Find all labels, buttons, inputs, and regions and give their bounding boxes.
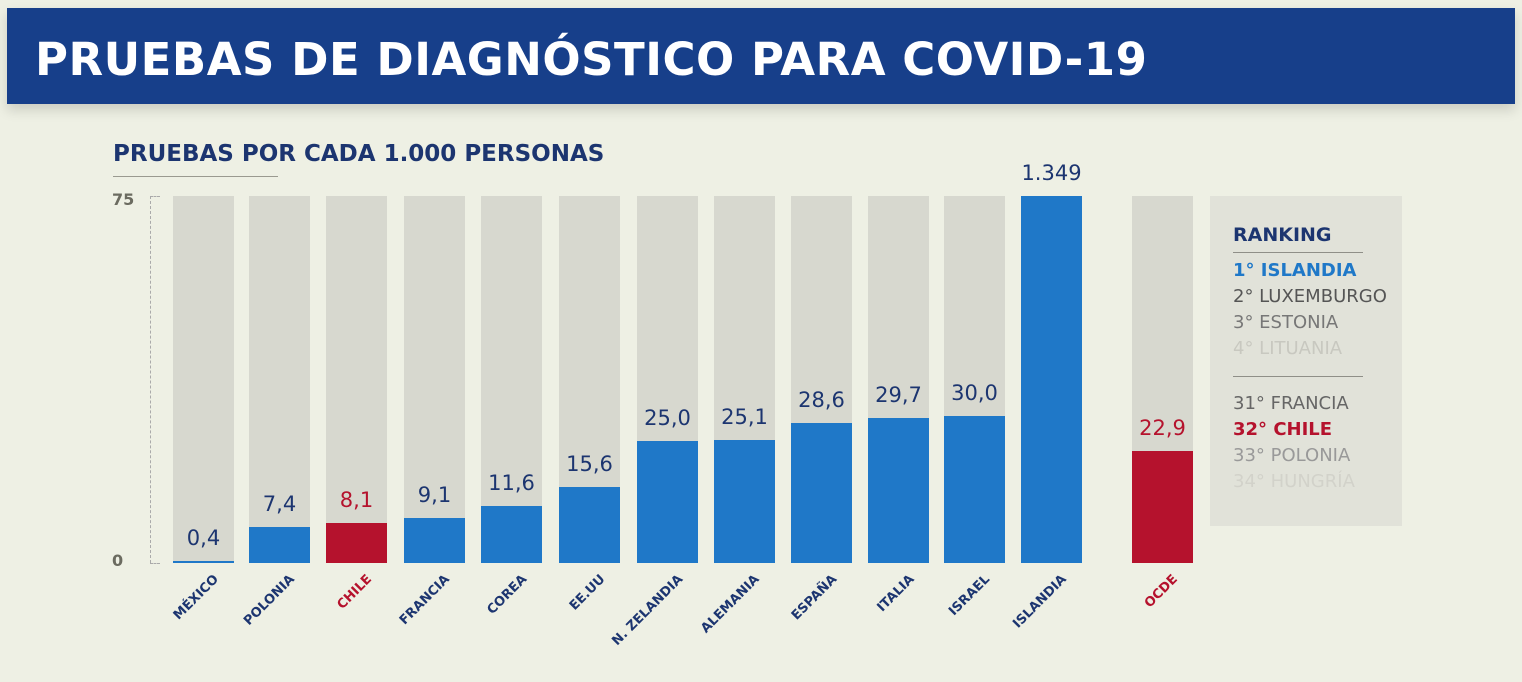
y-axis-bottom-tick [150,563,160,564]
divider [1233,376,1363,377]
bar-espa-a [791,423,852,563]
category-label: EE.UU [566,572,609,614]
ranking-item: 3° ESTONIA [1233,312,1339,333]
bar-islandia [1021,196,1082,563]
category-label: ALEMANIA [698,572,764,637]
value-label: 11,6 [488,471,535,496]
value-label: 25,1 [721,405,768,430]
y-tick-0: 0 [112,551,124,570]
bar-track [404,196,465,563]
category-label: ESPAÑA [788,572,841,624]
value-label: 28,6 [798,388,845,413]
bar-ocde [1132,450,1193,563]
divider [1233,252,1363,253]
value-label: 9,1 [417,483,452,508]
category-label: OCDE [1142,572,1182,612]
bar-track [326,196,387,563]
title-underline [113,176,278,177]
ranking-panel: RANKING 1° ISLANDIA 2° LUXEMBURGO 3° EST… [1210,196,1402,526]
category-label: FRANCIA [397,572,454,629]
bar-corea [481,506,542,563]
page-title: PRUEBAS DE DIAGNÓSTICO PARA COVID-19 [35,33,1148,86]
category-label: ISRAEL [946,572,994,619]
bar-alemania [714,440,775,563]
value-label: 30,0 [951,381,998,406]
bar-track [249,196,310,563]
value-label: 0,4 [186,526,221,550]
category-label: ITALIA [874,572,918,616]
category-label: N. ZELANDIA [609,572,687,649]
bar-chile [326,523,387,563]
category-label: ISLANDIA [1010,572,1071,632]
bar-polonia [249,526,310,563]
value-label: 15,6 [566,451,613,476]
value-label: 8,1 [339,488,374,513]
y-axis [150,196,151,563]
chart-title: PRUEBAS POR CADA 1.000 PERSONAS [113,141,605,167]
ranking-item: 34° HUNGRÍA [1233,471,1355,492]
ranking-item: 32° CHILE [1233,419,1333,440]
ranking-item: 4° LITUANIA [1233,338,1343,359]
category-label: CHILE [334,572,376,613]
value-label: 29,7 [875,382,922,407]
ranking-item: 1° ISLANDIA [1233,260,1357,281]
value-label: 7,4 [262,491,297,516]
ranking-item: 33° POLONIA [1233,445,1351,466]
value-label: 1.349 [1021,161,1082,185]
y-tick-75: 75 [112,190,135,209]
bar-n-zelandia [637,440,698,563]
bar-israel [944,416,1005,563]
bar-m-xico [173,561,234,563]
bar-track [481,196,542,563]
bar-ee-uu [559,486,620,563]
bar-italia [868,417,929,563]
category-label: POLONIA [241,572,299,629]
value-label: 22,9 [1139,415,1186,440]
category-label: MÉXICO [170,572,223,624]
bar-track [173,196,234,563]
ranking-title: RANKING [1233,224,1332,246]
ranking-item: 2° LUXEMBURGO [1233,286,1387,307]
value-label: 25,0 [644,405,691,430]
category-label: COREA [484,572,531,618]
bar-francia [404,518,465,563]
title-banner: PRUEBAS DE DIAGNÓSTICO PARA COVID-19 [7,8,1515,104]
y-axis-top-tick [150,196,160,197]
ranking-item: 31° FRANCIA [1233,393,1349,414]
